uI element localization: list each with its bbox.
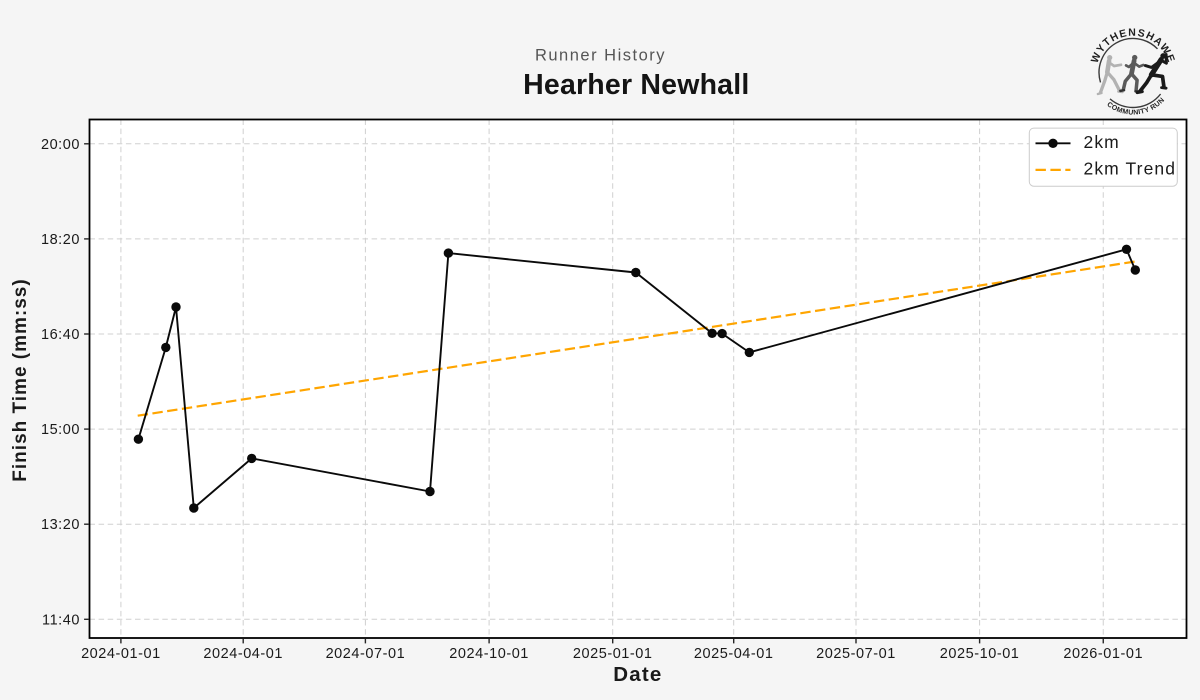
svg-text:Runner History: Runner History bbox=[535, 47, 666, 65]
svg-text:13:20: 13:20 bbox=[41, 517, 80, 533]
svg-text:2km Trend: 2km Trend bbox=[1084, 159, 1177, 179]
svg-text:2025-10-01: 2025-10-01 bbox=[940, 646, 1020, 662]
svg-text:2025-04-01: 2025-04-01 bbox=[694, 646, 774, 662]
svg-text:2026-01-01: 2026-01-01 bbox=[1063, 646, 1143, 662]
svg-text:2025-01-01: 2025-01-01 bbox=[573, 646, 653, 662]
svg-text:Hearher Newhall: Hearher Newhall bbox=[523, 69, 749, 101]
svg-text:16:40: 16:40 bbox=[41, 327, 80, 343]
svg-text:2024-01-01: 2024-01-01 bbox=[81, 646, 161, 662]
svg-text:2024-10-01: 2024-10-01 bbox=[449, 646, 529, 662]
svg-text:2024-07-01: 2024-07-01 bbox=[326, 646, 406, 662]
svg-text:2025-07-01: 2025-07-01 bbox=[816, 646, 896, 662]
svg-text:18:20: 18:20 bbox=[41, 232, 80, 248]
svg-text:20:00: 20:00 bbox=[41, 137, 80, 153]
svg-text:2km: 2km bbox=[1084, 132, 1120, 152]
svg-text:15:00: 15:00 bbox=[41, 422, 80, 438]
svg-text:COMMUNITY RUN: COMMUNITY RUN bbox=[1105, 97, 1166, 117]
svg-text:2024-04-01: 2024-04-01 bbox=[203, 646, 283, 662]
svg-text:Finish Time (mm:ss): Finish Time (mm:ss) bbox=[10, 278, 31, 481]
svg-text:Date: Date bbox=[613, 663, 662, 686]
svg-text:11:40: 11:40 bbox=[42, 612, 80, 628]
